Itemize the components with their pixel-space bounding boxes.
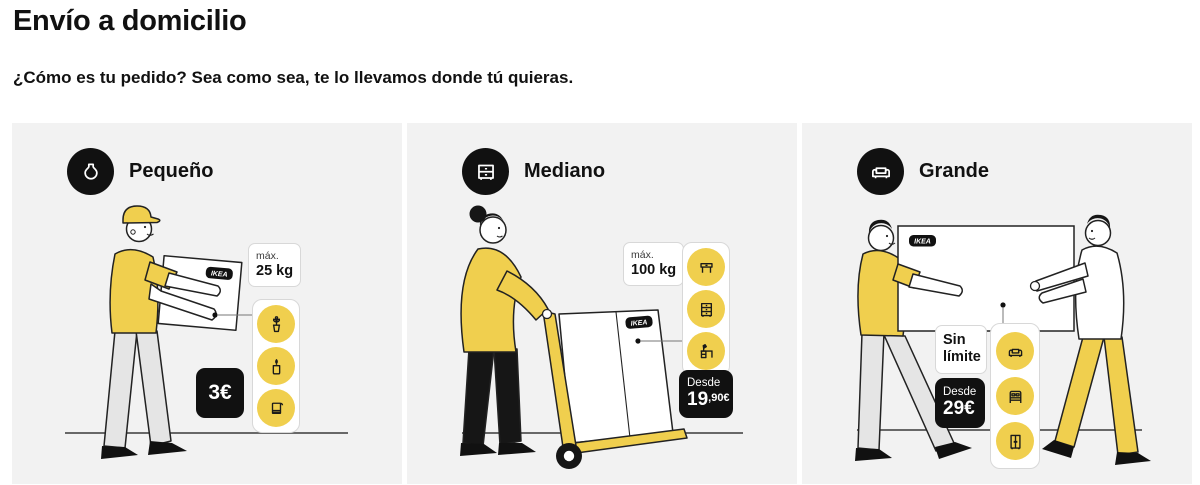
price-value: 29€ — [943, 398, 975, 420]
box-logo: IKEA — [211, 270, 228, 278]
sofa-item-icon — [996, 332, 1034, 370]
side-table-icon — [687, 248, 725, 286]
towel-icon — [257, 389, 295, 427]
card-pequeno: Pequeño IKEA — [12, 123, 402, 484]
price-badge: Desde 29€ — [935, 378, 985, 428]
desk-icon — [687, 332, 725, 370]
card-grande: Grande — [802, 123, 1192, 484]
medium-parcel-illustration: IKEA má — [407, 123, 797, 484]
nightstand-icon — [462, 148, 509, 195]
example-items-panel — [252, 299, 300, 433]
price-value: 19 — [687, 389, 709, 411]
card-grande-header: Grande — [857, 148, 989, 195]
page-title: Envío a domicilio — [13, 5, 247, 37]
price-badge: 3€ — [196, 368, 244, 418]
card-mediano-header: Mediano — [462, 148, 605, 195]
limit-label: máx. — [256, 250, 279, 262]
bed-icon — [996, 377, 1034, 415]
price-value: 3€ — [208, 381, 232, 405]
large-parcel-illustration: IKEA Sin límite Desde 29€ — [802, 123, 1192, 484]
card-pequeno-header: Pequeño — [67, 148, 213, 195]
card-mediano: Mediano IKEA — [407, 123, 797, 484]
limit-value: Sin límite — [943, 332, 981, 366]
card-title: Grande — [919, 160, 990, 182]
limit-value: 25 kg — [256, 262, 294, 279]
price-prefix: Desde — [943, 385, 977, 398]
price-prefix: Desde — [687, 376, 721, 389]
small-parcel-scene: IKEA — [65, 205, 348, 459]
card-title: Pequeño — [129, 160, 214, 182]
vase-icon — [67, 148, 114, 195]
box-logo: IKEA — [630, 319, 647, 327]
weight-limit-badge: máx. 25 kg — [248, 243, 302, 287]
small-parcel-illustration: IKEA máx. 25 kg — [12, 123, 402, 484]
no-limit-badge: Sin límite — [935, 325, 987, 374]
limit-label: máx. — [631, 249, 654, 261]
card-title: Mediano — [524, 160, 606, 182]
chest-of-drawers-icon — [687, 290, 725, 328]
delivery-size-cards: Pequeño IKEA — [12, 123, 1192, 484]
page-subtitle: ¿Cómo es tu pedido? Sea como sea, te lo … — [13, 68, 574, 87]
candle-icon — [257, 347, 295, 385]
potted-plant-icon — [257, 305, 295, 343]
example-items-panel — [990, 323, 1040, 469]
weight-limit-badge: máx. 100 kg — [623, 242, 685, 286]
price-decimals: ,90€ — [708, 392, 730, 405]
limit-value: 100 kg — [631, 261, 677, 278]
sofa-icon — [857, 148, 904, 195]
price-badge: Desde 19,90€ — [679, 370, 733, 418]
box-logo: IKEA — [914, 239, 931, 246]
wardrobe-icon — [996, 422, 1034, 460]
medium-parcel-scene: IKEA — [460, 205, 743, 469]
example-items-panel — [682, 242, 730, 376]
